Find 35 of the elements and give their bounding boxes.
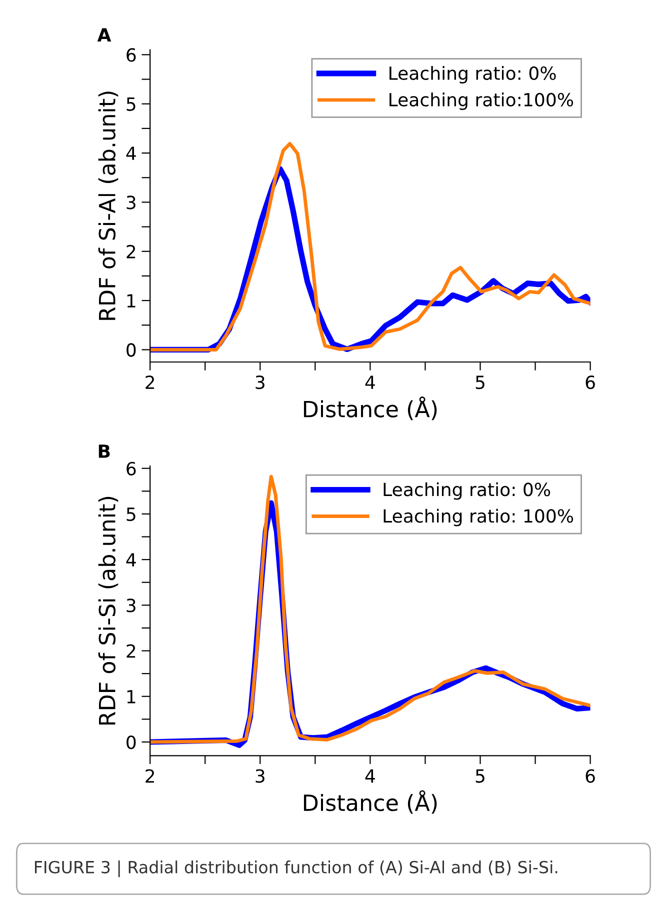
x-tick-label: 2 [146,376,154,389]
y-axis-title: RDF of Si-Si (ab.unit) [98,496,118,725]
x-tick-label: 4 [365,769,375,783]
x-tick-label: 2 [146,769,154,783]
y-tick-label: 1 [127,690,136,704]
y-tick-label: 4 [126,146,136,160]
y-tick-label: 0 [126,343,136,357]
y-tick-label: 1 [127,294,136,308]
x-tick-label: 5 [476,376,484,390]
x-tick-label: 6 [586,376,595,390]
y-tick-label: 2 [126,644,136,658]
y-tick-label: 3 [126,598,136,612]
y-tick-label: 6 [126,48,136,62]
x-axis-title: Distance (Å) [304,396,437,420]
x-tick-label: 4 [365,376,375,389]
caption: FIGURE 3 | Radial distribution function of (A) Si-Al and (B) Si-Si. [34,860,558,878]
y-tick-label: 2 [126,244,136,258]
y-tick-label: 5 [126,508,136,522]
y-tick-label: 6 [126,462,136,476]
legend-label: Leaching ratio: 0% [384,482,550,500]
x-tick-label: 5 [476,769,484,783]
y-tick-label: 5 [126,98,136,111]
chart-title: B [98,444,110,458]
legend-label: Leaching ratio: 100% [384,508,574,526]
x-axis-title: Distance (Å) [304,790,437,814]
y-axis-title: RDF of Si-Al (ab.unit) [98,92,118,320]
x-tick-label: 6 [586,769,595,783]
y-tick-label: 3 [126,196,136,210]
y-tick-label: 4 [126,553,136,566]
legend-label: Leaching ratio:100% [390,92,574,110]
y-tick-label: 0 [126,735,136,750]
x-tick-label: 3 [256,376,264,390]
legend-label: Leaching ratio: 0% [390,66,556,84]
chart-title: A [97,28,112,42]
x-tick-label: 3 [256,769,264,783]
